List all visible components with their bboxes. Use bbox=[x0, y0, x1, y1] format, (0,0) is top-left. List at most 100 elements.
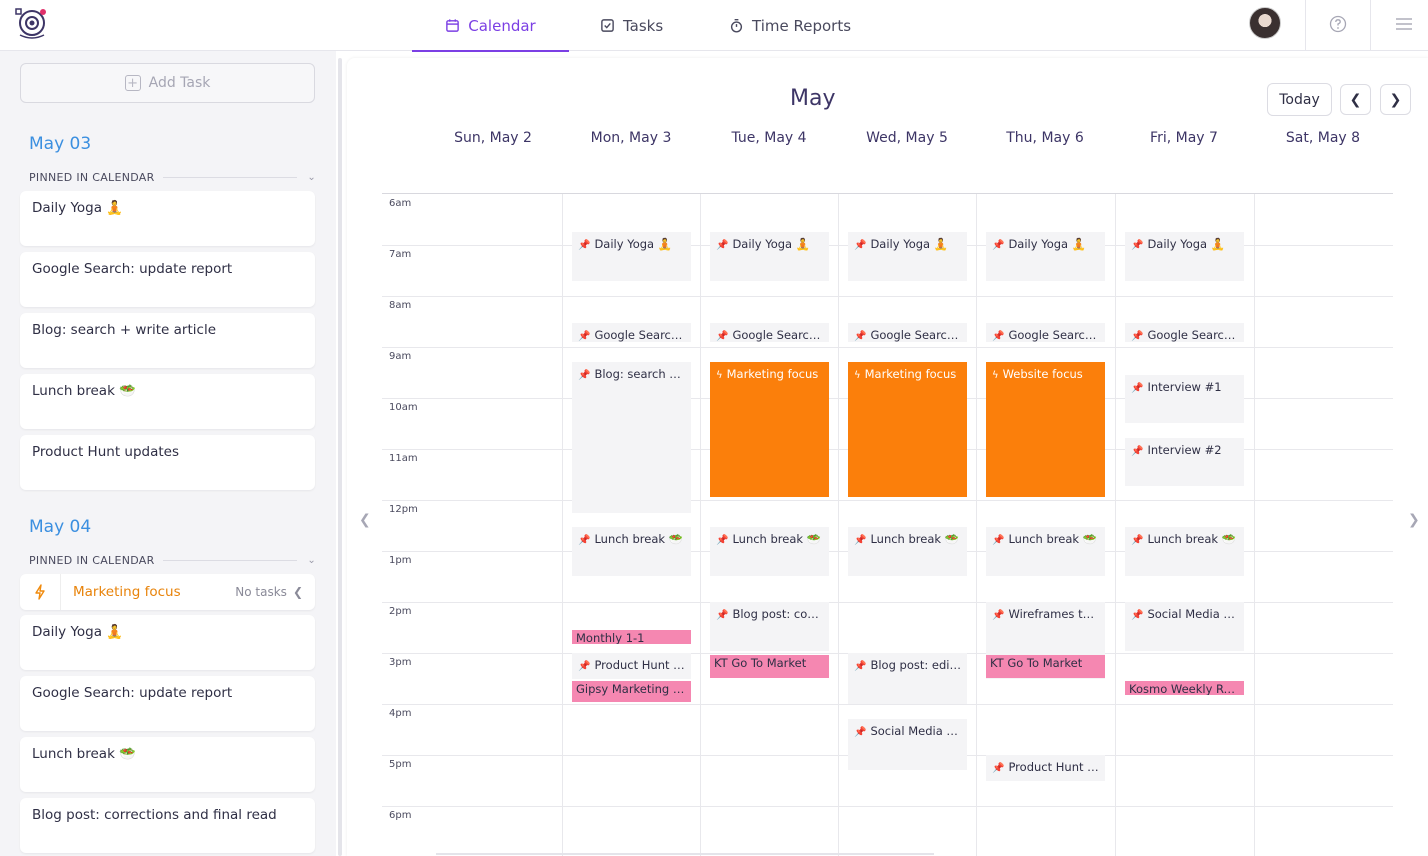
task-event[interactable]: 📌 Daily Yoga 🧘 bbox=[986, 232, 1105, 281]
hour-gridline bbox=[382, 704, 1393, 705]
top-bar: Calendar Tasks Time Reports bbox=[0, 0, 1428, 52]
sidebar-task-card[interactable]: Daily Yoga 🧘 bbox=[20, 191, 315, 246]
event-title: Blog post: corrections and final read bbox=[732, 607, 829, 621]
task-event[interactable]: 📌Google Search: update report bbox=[710, 322, 829, 342]
menu-icon[interactable] bbox=[1393, 13, 1415, 35]
pin-icon: 📌 bbox=[1131, 330, 1144, 342]
task-event[interactable]: 📌 Lunch break 🥗 bbox=[848, 526, 967, 577]
today-button[interactable]: Today bbox=[1267, 83, 1332, 116]
event-title: Lunch break 🥗 bbox=[1008, 531, 1098, 546]
event-title: Lunch break 🥗 bbox=[1147, 531, 1237, 546]
task-event[interactable]: 📌Google Search: update report bbox=[572, 322, 691, 342]
event-title: Lunch break 🥗 bbox=[732, 531, 822, 546]
pin-icon: 📌 bbox=[854, 727, 867, 739]
chevron-left-icon[interactable]: ❮ bbox=[359, 512, 371, 528]
prev-week-button[interactable]: ❮ bbox=[1340, 84, 1371, 115]
task-event[interactable]: 📌Blog post: corrections and final read bbox=[710, 602, 829, 652]
task-event[interactable]: 📌 Daily Yoga 🧘 bbox=[848, 232, 967, 281]
pin-icon: 📌 bbox=[992, 763, 1005, 774]
hour-label: 11am bbox=[389, 453, 418, 464]
chevron-left-icon[interactable]: ❮ bbox=[292, 585, 303, 599]
task-event[interactable]: 📌 Interview #2 bbox=[1125, 437, 1244, 486]
sidebar-task-card[interactable]: Lunch break 🥗 bbox=[20, 737, 315, 792]
meeting-event[interactable]: Monthly 1-1 bbox=[572, 630, 691, 644]
meeting-event[interactable]: KT Go To Market bbox=[710, 655, 829, 679]
sidebar-task-card[interactable]: Blog post: corrections and final read bbox=[20, 798, 315, 853]
stopwatch-icon bbox=[730, 18, 743, 33]
help-icon[interactable] bbox=[1327, 13, 1349, 35]
task-event[interactable]: 📌Social Media updates bbox=[1125, 602, 1244, 652]
chevron-down-icon[interactable]: ⌄ bbox=[307, 555, 316, 566]
pin-icon: 📌 bbox=[854, 240, 867, 252]
tab-tasks[interactable]: Tasks bbox=[600, 0, 663, 51]
pin-icon: 📌 bbox=[716, 240, 729, 252]
hour-label: 6pm bbox=[389, 810, 412, 821]
app-logo-icon[interactable] bbox=[12, 5, 48, 41]
focus-block-event[interactable]: ϟ Website focus bbox=[986, 362, 1105, 498]
hour-label: 3pm bbox=[389, 657, 412, 668]
event-title: Social Media updates bbox=[1147, 607, 1244, 621]
hour-label: 1pm bbox=[389, 555, 412, 566]
task-event[interactable]: 📌Google Search: update report bbox=[986, 322, 1105, 342]
event-title: Marketing focus bbox=[864, 367, 957, 382]
event-title: Marketing focus bbox=[726, 367, 819, 382]
add-task-button[interactable]: + Add Task bbox=[20, 63, 315, 103]
meeting-event[interactable]: Gipsy Marketing Meeting bbox=[572, 681, 691, 703]
event-title: Kosmo Weekly Recap bbox=[1129, 682, 1244, 695]
day-column-header: Wed, May 5 bbox=[866, 130, 948, 146]
hour-label: 2pm bbox=[389, 606, 412, 617]
task-event[interactable]: 📌 Daily Yoga 🧘 bbox=[1125, 232, 1244, 281]
task-event[interactable]: 📌 Daily Yoga 🧘 bbox=[710, 232, 829, 281]
task-event[interactable]: 📌Product Hunt updates bbox=[572, 653, 691, 679]
day-column-divider bbox=[838, 194, 839, 856]
sidebar-task-card[interactable]: Product Hunt updates bbox=[20, 435, 315, 490]
hour-label: 4pm bbox=[389, 708, 412, 719]
next-week-button[interactable]: ❯ bbox=[1380, 84, 1411, 115]
event-title: Website focus bbox=[1002, 367, 1083, 382]
task-event[interactable]: 📌Blog post: edit draft bbox=[848, 653, 967, 704]
pin-icon: 📌 bbox=[578, 240, 591, 252]
task-event[interactable]: 📌Blog: search + write article bbox=[572, 362, 691, 513]
tab-calendar[interactable]: Calendar bbox=[412, 0, 569, 52]
task-event[interactable]: 📌Google Search: update report bbox=[1125, 322, 1244, 342]
task-event[interactable]: 📌 Lunch break 🥗 bbox=[710, 526, 829, 577]
task-event[interactable]: 📌Social Media updates bbox=[848, 719, 967, 771]
sidebar-task-card[interactable]: Lunch break 🥗 bbox=[20, 374, 315, 429]
pin-icon: 📌 bbox=[578, 534, 591, 546]
day-column-divider bbox=[1254, 194, 1255, 856]
day-column-header: Tue, May 4 bbox=[731, 130, 807, 146]
pinned-section-header[interactable]: PINNED IN CALENDAR ⌄ bbox=[29, 171, 316, 184]
task-event[interactable]: 📌 Lunch break 🥗 bbox=[986, 526, 1105, 577]
horizontal-scrollbar[interactable] bbox=[436, 853, 934, 855]
task-event[interactable]: 📌 Lunch break 🥗 bbox=[572, 526, 691, 577]
pin-icon: 📌 bbox=[1131, 382, 1144, 394]
hour-label: 10am bbox=[389, 402, 418, 413]
meeting-event[interactable]: KT Go To Market bbox=[986, 655, 1105, 679]
sidebar-task-card[interactable]: Daily Yoga 🧘 bbox=[20, 615, 315, 670]
focus-block-card[interactable]: Marketing focus No tasks ❮ bbox=[20, 574, 315, 610]
sidebar-task-card[interactable]: Blog: search + write article bbox=[20, 313, 315, 368]
focus-block-event[interactable]: ϟ Marketing focus bbox=[848, 362, 967, 498]
pinned-label: PINNED IN CALENDAR bbox=[29, 171, 155, 184]
task-event[interactable]: 📌 Interview #1 bbox=[1125, 374, 1244, 424]
pin-icon: 📌 bbox=[716, 610, 729, 621]
task-event[interactable]: 📌Google Search: update report bbox=[848, 322, 967, 342]
sidebar-task-card[interactable]: Google Search: update report bbox=[20, 676, 315, 731]
event-title: KT Go To Market bbox=[714, 656, 807, 671]
task-event[interactable]: 📌Product Hunt updates bbox=[986, 755, 1105, 781]
sidebar-scrollbar[interactable] bbox=[338, 58, 342, 856]
sidebar-task-card[interactable]: Google Search: update report bbox=[20, 252, 315, 307]
hour-label: 7am bbox=[389, 249, 412, 260]
avatar[interactable] bbox=[1249, 7, 1281, 39]
meeting-event[interactable]: Kosmo Weekly Recap bbox=[1125, 681, 1244, 695]
focus-block-event[interactable]: ϟ Marketing focus bbox=[710, 362, 829, 498]
event-title: Blog: search + write article bbox=[594, 367, 691, 382]
tab-time-reports[interactable]: Time Reports bbox=[729, 0, 851, 51]
chevron-down-icon[interactable]: ⌄ bbox=[307, 172, 316, 183]
chevron-right-icon[interactable]: ❯ bbox=[1408, 512, 1420, 528]
task-event[interactable]: 📌 Daily Yoga 🧘 bbox=[572, 232, 691, 281]
task-event[interactable]: 📌 Lunch break 🥗 bbox=[1125, 526, 1244, 577]
focus-status: No tasks bbox=[235, 585, 287, 599]
event-title: Product Hunt updates bbox=[594, 658, 691, 672]
pinned-section-header[interactable]: PINNED IN CALENDAR ⌄ bbox=[29, 554, 316, 567]
